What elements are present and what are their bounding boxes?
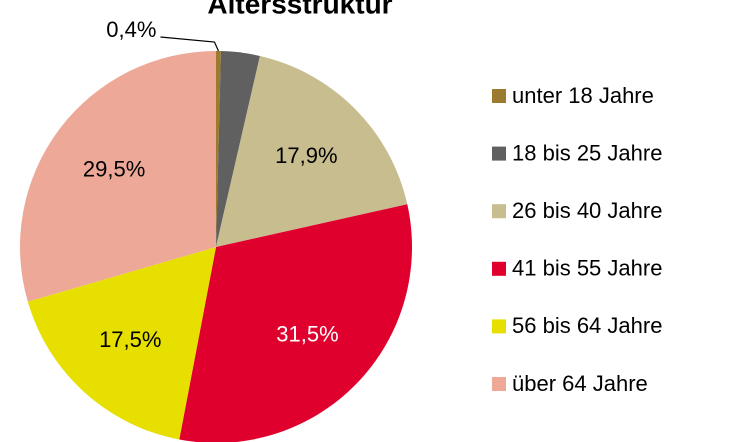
legend-swatch [492,319,506,334]
legend-swatch [492,377,506,391]
pie-slice [216,51,260,248]
legend-label: über 64 Jahre [512,371,648,396]
pie-slice [179,204,412,442]
leader-line [160,36,220,52]
legend-swatch [492,261,506,276]
data-label: 29,5% [83,156,145,181]
pie-slice [216,55,408,247]
legend-label: unter 18 Jahre [512,83,654,108]
legend-label: 26 bis 40 Jahre [512,198,662,223]
legend-swatch [492,89,506,103]
pie-slice [27,247,216,440]
pie-slice [19,51,217,302]
data-label: 31,5% [276,321,338,346]
legend-swatch [492,204,506,219]
legend-swatch [492,146,506,161]
data-label: 0,4% [106,17,156,42]
legend-label: 56 bis 64 Jahre [512,313,662,338]
legend-label: 18 bis 25 Jahre [512,140,662,165]
data-label: 17,9% [275,143,337,168]
data-label: 17,5% [99,327,161,352]
legend-label: 41 bis 55 Jahre [512,256,662,281]
pie-slice [216,51,221,247]
chart-title: Altersstruktur [207,0,392,19]
